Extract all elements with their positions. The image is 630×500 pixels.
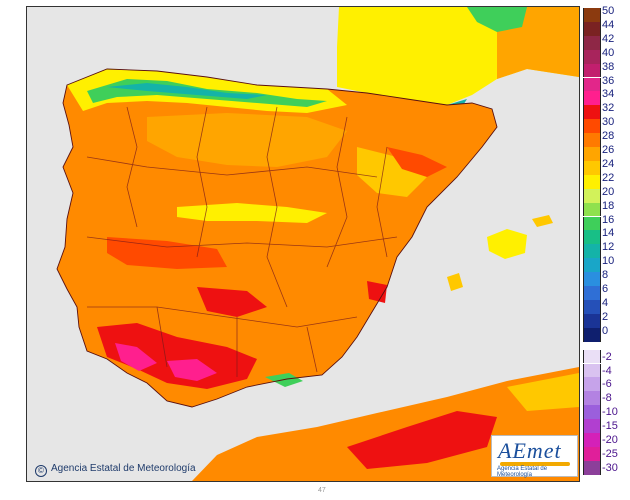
- guadalquivir-extreme: [115, 343, 157, 371]
- legend-label: 50: [602, 5, 615, 17]
- credit-text: Agencia Estatal de Meteorología: [51, 463, 196, 474]
- aemet-logo: AEmet Agencia Estatal de Meteorología: [491, 435, 578, 478]
- copyright-icon: ©: [35, 465, 47, 477]
- mallorca: [487, 229, 527, 259]
- legend-label: 0: [602, 324, 609, 337]
- legend-label: -8: [602, 392, 612, 405]
- north-africa: [192, 367, 579, 481]
- logo-sub: Agencia Estatal de Meteorología: [497, 466, 548, 478]
- legend-swatch: [583, 160, 601, 175]
- legend-label: 42: [602, 32, 615, 45]
- legend-label: -2: [602, 350, 612, 363]
- bottom-mark: 47: [318, 487, 326, 494]
- legend-label: -20: [602, 434, 618, 446]
- legend-label: -15: [602, 420, 618, 433]
- menorca: [532, 215, 553, 227]
- legend-label: 28: [602, 130, 615, 143]
- legend-label: 16: [602, 213, 615, 226]
- legend-swatch: [583, 446, 601, 461]
- legend-swatch: [583, 35, 601, 50]
- legend-label: 32: [602, 102, 615, 115]
- logo-word: AEmet: [498, 438, 562, 463]
- iberian-system-cool: [357, 147, 427, 197]
- legend-swatch: [583, 133, 601, 147]
- north-africa-cool: [507, 373, 579, 411]
- temperature-map: © Agencia Estatal de Meteorología AEmet A…: [26, 6, 580, 482]
- legend-swatch: [583, 174, 601, 189]
- legend-swatch: [583, 105, 601, 120]
- france-cold-strip: [467, 7, 527, 32]
- legend-label: 22: [602, 171, 615, 184]
- central-system-cool: [177, 203, 327, 223]
- legend-label: 2: [602, 310, 609, 323]
- legend-swatch: [583, 405, 601, 420]
- legend-label: 6: [602, 283, 609, 295]
- legend-label: -4: [602, 364, 612, 377]
- legend-swatch: [583, 391, 601, 406]
- legend-swatch: [583, 363, 601, 378]
- legend-label: -6: [602, 378, 612, 391]
- legend-label: 14: [602, 227, 615, 240]
- guadiana-hot: [107, 237, 227, 269]
- legend-swatch: [583, 258, 601, 273]
- legend-swatch: [583, 433, 601, 447]
- legend-swatch: [583, 63, 601, 78]
- guadalquivir-extreme-2: [167, 359, 217, 381]
- legend-label: 30: [602, 116, 615, 129]
- legend-swatch: [583, 216, 601, 231]
- legend-label: 26: [602, 144, 615, 156]
- legend-swatch: [583, 230, 601, 245]
- legend-label: 40: [602, 46, 615, 59]
- legend-swatch: [583, 327, 601, 342]
- legend-swatch: [583, 419, 601, 433]
- legend-swatch: [583, 147, 601, 161]
- legend-swatch: [583, 91, 601, 106]
- murcia-very-hot: [367, 281, 387, 303]
- legend-swatch: [583, 349, 601, 364]
- legend-swatch: [583, 460, 601, 475]
- legend-swatch: [583, 313, 601, 328]
- andalucia-very-hot: [97, 323, 257, 389]
- meseta-north: [147, 113, 347, 167]
- legend-swatch: [583, 377, 601, 392]
- ebro-hot: [387, 147, 447, 177]
- legend-swatch: [583, 119, 601, 134]
- legend-swatch: [583, 49, 601, 64]
- legend-label: 36: [602, 74, 615, 87]
- legend-label: -25: [602, 447, 618, 460]
- legend-label: 20: [602, 185, 615, 198]
- legend-swatch: [583, 202, 601, 217]
- legend-label: 8: [602, 269, 609, 282]
- legend-label: 12: [602, 241, 615, 254]
- map-canvas: [56, 7, 579, 481]
- legend-label: -30: [602, 461, 618, 474]
- north-africa-hot: [347, 411, 497, 469]
- logo-swoosh: [500, 462, 570, 466]
- legend-swatch: [583, 299, 601, 314]
- jaen-very-hot: [197, 287, 267, 317]
- legend-label: 34: [602, 88, 615, 101]
- legend-label: 10: [602, 255, 615, 268]
- legend-label: 4: [602, 296, 609, 309]
- legend-swatch: [583, 272, 601, 286]
- legend-label: 44: [602, 18, 615, 31]
- iberia-land: [57, 69, 497, 407]
- legend-swatch: [583, 286, 601, 300]
- color-legend: 50 44 42 40 38 36 34 32 30 28 26 24 22 20 18 16 14 12 10 8 6…: [583, 5, 627, 488]
- credit-line: © Agencia Estatal de Meteorología: [35, 463, 196, 477]
- legend-swatch: [583, 21, 601, 36]
- ibiza: [447, 273, 463, 291]
- legend-swatch: [583, 77, 601, 92]
- cantabrian-colder: [107, 83, 267, 99]
- legend-swatch: [583, 244, 601, 259]
- province-borders: [86, 106, 398, 377]
- legend-label: 18: [602, 199, 615, 212]
- legend-label: 38: [602, 60, 615, 73]
- legend-label: 24: [602, 157, 615, 170]
- legend-label: -10: [602, 406, 618, 419]
- legend-swatch: [583, 188, 601, 203]
- legend-swatch: [583, 8, 601, 22]
- coastline: [56, 68, 498, 408]
